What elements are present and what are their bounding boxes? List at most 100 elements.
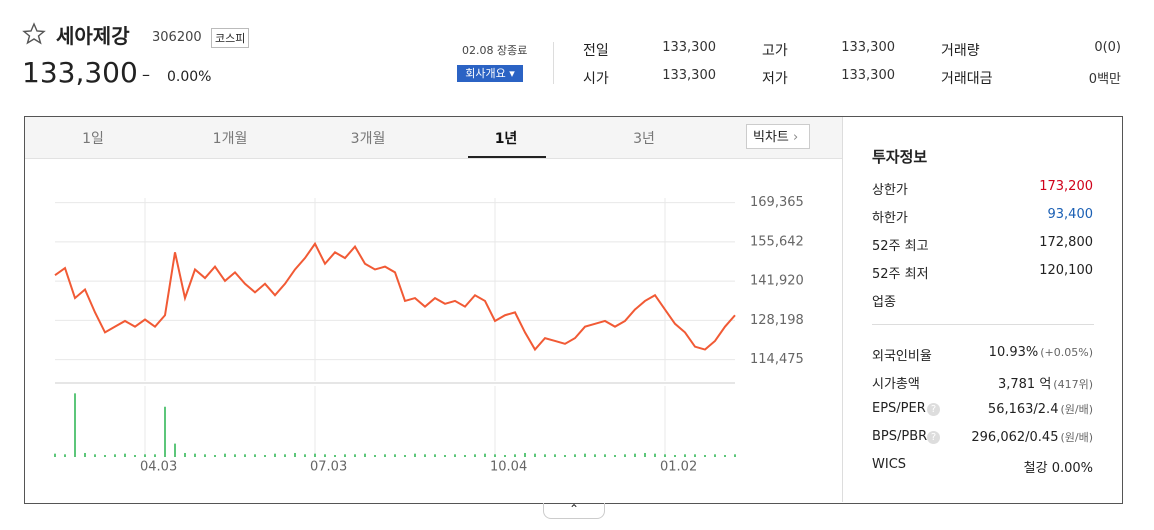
volume-bar (204, 454, 206, 457)
volume-bar (284, 454, 286, 457)
tab[interactable]: 3개월 (350, 131, 386, 147)
volume-bar (264, 454, 266, 457)
volume-bar (84, 452, 86, 457)
volume-bar (574, 454, 576, 457)
volume-bar (704, 454, 706, 457)
volume-bar (594, 454, 596, 457)
volume-bar (584, 453, 586, 457)
info-value-wrap: 296,062/0.45 (원/배) (971, 429, 1093, 445)
y-tick-label: 155,642 (750, 234, 804, 249)
volume-bar (304, 454, 306, 457)
stock-code: 306200 (152, 30, 202, 45)
summary-label: 저가 (762, 71, 788, 87)
help-icon[interactable]: ? (927, 431, 940, 444)
info-note: (417위) (1053, 378, 1093, 391)
price: 133,300 (22, 56, 138, 89)
company-button[interactable]: 회사개요 ▾ (457, 65, 523, 82)
volume-bar (104, 454, 106, 457)
volume-bar (74, 393, 76, 457)
info-label: 외국인비율 (872, 349, 932, 364)
big-chart-button[interactable]: 빅차트 › (746, 124, 810, 149)
volume-bar (354, 454, 356, 457)
volume-bar (474, 454, 476, 457)
price-line (54, 241, 736, 352)
info-value-wrap: 10.93% (+0.05%) (989, 345, 1093, 360)
info-value: 172,800 (1039, 235, 1093, 250)
volume-bar (154, 454, 156, 457)
volume-bar (164, 406, 166, 457)
volume-bar (504, 454, 506, 457)
info-note: (원/배) (1060, 403, 1093, 416)
divider (842, 117, 843, 502)
summary-value: 133,300 (841, 40, 895, 55)
tab[interactable]: 1일 (82, 131, 104, 147)
volume-bar (274, 453, 276, 457)
volume-bar (224, 453, 226, 457)
divider (872, 324, 1094, 325)
volume-bar (534, 453, 536, 457)
volume-bar (294, 452, 296, 457)
volume-bar (324, 454, 326, 457)
summary-value: 133,300 (841, 68, 895, 83)
volume-bar (334, 454, 336, 457)
volume-bar (124, 453, 126, 457)
volume-bar (654, 453, 656, 457)
x-tick-label: 07.03 (310, 460, 347, 475)
volume-bar (484, 453, 486, 457)
tab[interactable]: 1개월 (212, 131, 248, 147)
volume-bar (404, 454, 406, 457)
volume-bar (674, 454, 676, 457)
company-button-label: 회사개요 (465, 67, 506, 80)
y-tick-label: 114,475 (750, 352, 804, 367)
divider (553, 42, 554, 84)
info-label: 시가총액 (872, 377, 920, 392)
volume-bar (314, 453, 316, 457)
info-value: 296,062/0.45 (971, 430, 1059, 445)
summary-value: 133,300 (662, 40, 716, 55)
tab-bar (25, 117, 842, 159)
x-tick-label: 10.04 (490, 460, 527, 475)
volume-bar (724, 454, 726, 457)
y-tick-label: 141,920 (750, 274, 804, 289)
volume-bar (114, 454, 116, 457)
summary-label: 고가 (762, 43, 788, 59)
favorite-star[interactable] (22, 22, 46, 46)
volume-bar (684, 454, 686, 457)
info-value-wrap: 철강 0.00% (1024, 457, 1093, 476)
summary-value: 0백만 (1088, 72, 1121, 87)
tab-underline (468, 156, 546, 158)
info-value-wrap: 3,781 억 (417위) (998, 373, 1093, 392)
y-tick-label: 169,365 (750, 195, 804, 210)
info-value: 120,100 (1039, 263, 1093, 278)
info-note: (원/배) (1060, 431, 1093, 444)
volume-bar (464, 454, 466, 457)
info-label: WICS (872, 457, 907, 472)
help-icon[interactable]: ? (927, 403, 940, 416)
big-chart-label: 빅차트 (753, 130, 789, 145)
x-tick-label: 04.03 (140, 460, 177, 475)
info-value: 173,200 (1039, 179, 1093, 194)
volume-bar (454, 454, 456, 457)
volume-bar (554, 454, 556, 457)
info-label: 상한가 (872, 183, 908, 198)
tab[interactable]: 3년 (633, 131, 655, 147)
volume-bar (564, 454, 566, 457)
info-label: 52주 최고 (872, 239, 929, 254)
tab[interactable]: 1년 (494, 131, 518, 147)
stock-name: 세아제강 (56, 24, 130, 48)
volume-bar (514, 454, 516, 457)
volume-bar (414, 453, 416, 457)
volume-bar (644, 452, 646, 457)
volume-bar (244, 454, 246, 457)
price-chart: 169,365 155,642 141,920 128,198 114,475 04.03… (54, 195, 804, 475)
volume-bar (694, 454, 696, 457)
volume-bar (94, 454, 96, 457)
volume-bar (54, 453, 56, 457)
info-value-wrap: 56,163/2.4 (원/배) (988, 401, 1093, 417)
change: – (142, 65, 150, 84)
info-value: 56,163/2.4 (987, 402, 1059, 417)
volume-bar (174, 443, 176, 457)
collapse-button[interactable]: ⌃ (543, 503, 605, 519)
summary-value: 0(0) (1094, 40, 1121, 55)
